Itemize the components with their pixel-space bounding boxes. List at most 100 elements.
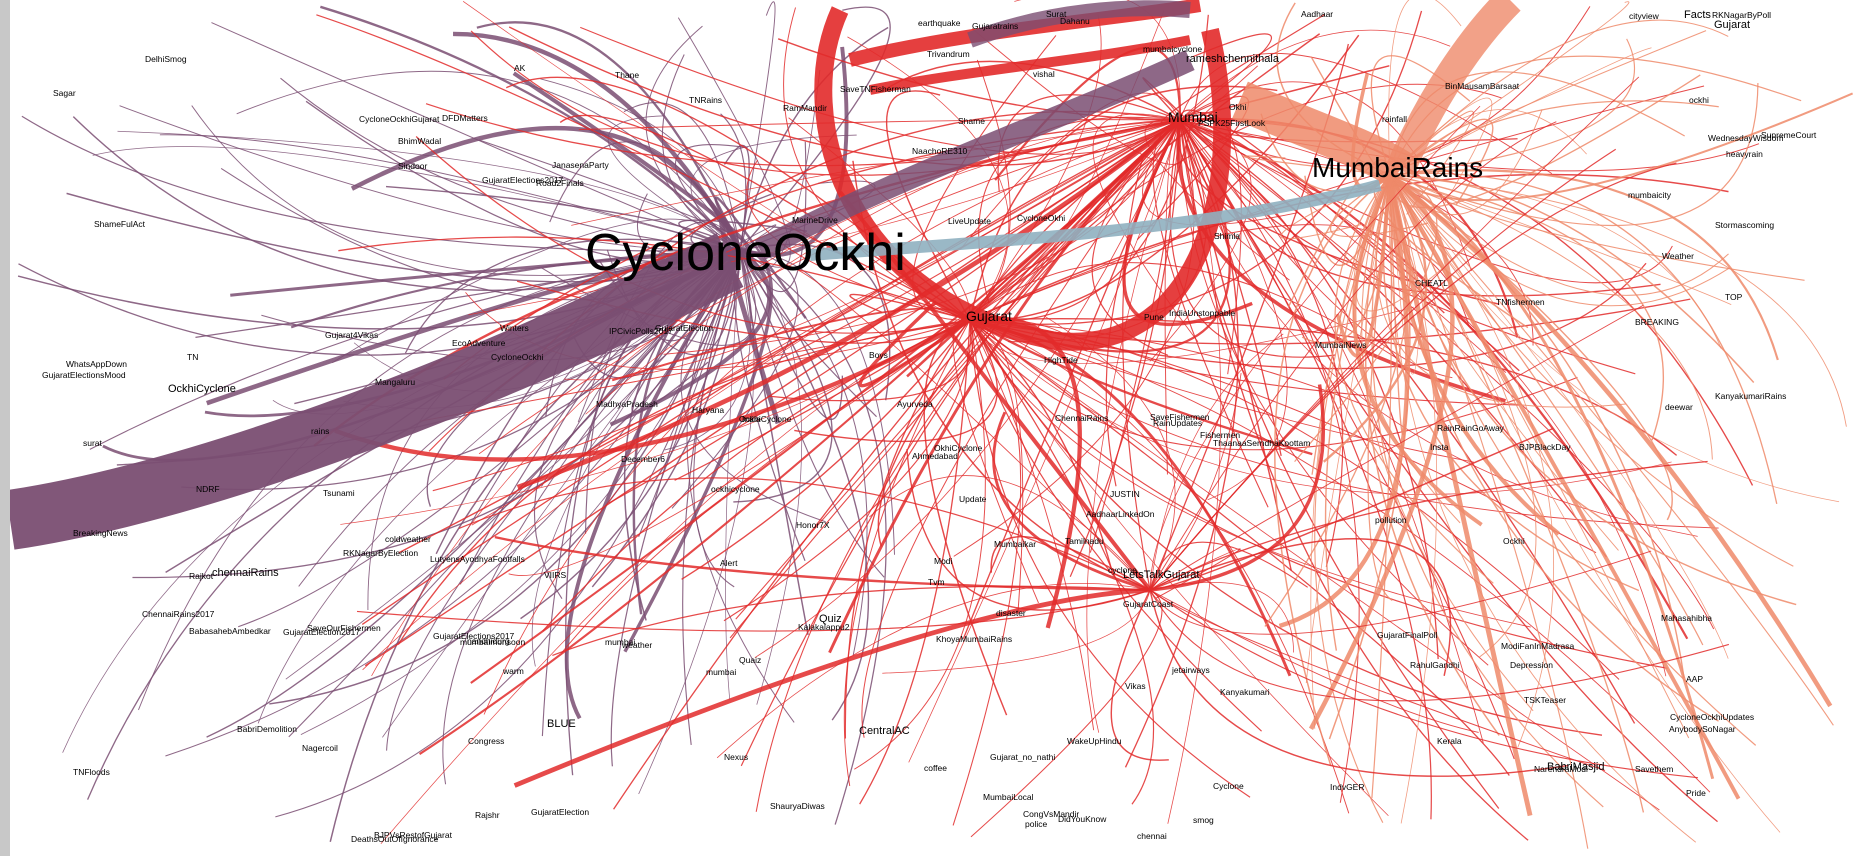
node-label[interactable]: HighTide	[1044, 355, 1078, 365]
node-label[interactable]: OckhiCyclone	[739, 414, 792, 424]
node-label[interactable]: GujaratElection2017	[283, 627, 360, 637]
node-label[interactable]: Congress	[468, 736, 504, 746]
node-label[interactable]: IPCivicPolls2017	[609, 326, 673, 336]
node-label[interactable]: BJPBlackDay	[1519, 442, 1571, 452]
node-label[interactable]: coldweather	[385, 534, 431, 544]
node-label[interactable]: vishal	[1033, 69, 1055, 79]
node-label[interactable]: RahulGandhi	[1410, 660, 1460, 670]
node-label[interactable]: BREAKING	[1635, 317, 1679, 327]
node-label[interactable]: DeathsOutOfIgnorance	[351, 834, 439, 844]
node-label[interactable]: TNRains	[689, 95, 722, 105]
node-label[interactable]: SaveTNFisherman	[840, 84, 911, 94]
node-label[interactable]: Pride	[1686, 788, 1706, 798]
node-label[interactable]: CycloneOckhi	[491, 352, 544, 362]
node-label[interactable]: Trivandrum	[927, 49, 970, 59]
node-label[interactable]: Tsunami	[323, 488, 355, 498]
node-label[interactable]: heavyrain	[1726, 149, 1763, 159]
node-label[interactable]: Tamilnadu	[1065, 536, 1104, 546]
node-label[interactable]: TNfishermen	[1496, 297, 1545, 307]
hub-label-gujarat[interactable]: Gujarat	[966, 308, 1012, 324]
node-label[interactable]: Ahmedabad	[912, 451, 958, 461]
node-label[interactable]: Shame	[958, 116, 985, 126]
node-label[interactable]: Gujaratrains	[972, 21, 1018, 31]
node-label[interactable]: Alert	[720, 558, 738, 568]
node-label[interactable]: JUSTIN	[1110, 489, 1140, 499]
node-label[interactable]: pollution	[1375, 515, 1407, 525]
node-label[interactable]: mumbai	[605, 637, 635, 647]
node-label[interactable]: Insta	[1430, 442, 1449, 452]
node-label[interactable]: PSPK25FirstLook	[1198, 118, 1266, 128]
node-label[interactable]: cityview	[1629, 11, 1660, 21]
node-label[interactable]: Quiz	[819, 613, 842, 625]
node-label[interactable]: AK	[514, 63, 526, 73]
node-label[interactable]: mumbaicity	[1628, 190, 1672, 200]
node-label[interactable]: GujaratElections2017	[482, 175, 564, 185]
node-label[interactable]: surat	[83, 438, 103, 448]
node-label[interactable]: GujaratElection	[655, 323, 713, 333]
node-label[interactable]: GujaratElections2017	[433, 631, 515, 641]
node-label[interactable]: CHEATL	[1415, 278, 1448, 288]
node-label[interactable]: MumbaiLocal	[983, 792, 1034, 802]
node-label[interactable]: SupremeCourt	[1761, 130, 1817, 140]
node-label[interactable]: Mahasahibha	[1661, 613, 1712, 623]
network-graph[interactable]: BabriMasjid RKNagarByPoll LutyensAyodhyaFo…	[10, 0, 1861, 856]
node-label[interactable]: GujaratFinalPoll	[1377, 630, 1438, 640]
node-label[interactable]: Stormascoming	[1715, 220, 1774, 230]
node-label[interactable]: WednesdayWisdom	[1708, 133, 1783, 143]
node-label[interactable]: police	[1025, 819, 1047, 829]
node-label[interactable]: earthquake	[918, 18, 961, 28]
node-label[interactable]: IndiaUnstoppable	[1169, 308, 1235, 318]
node-label[interactable]: Sindoor	[398, 161, 427, 171]
node-label[interactable]: Nagercoil	[302, 743, 338, 753]
node-label[interactable]: LiveUpdate	[948, 216, 991, 226]
node-label[interactable]: coffee	[924, 763, 947, 773]
node-label[interactable]: Dahanu	[1060, 16, 1090, 26]
node-label[interactable]: Boys	[869, 350, 888, 360]
node-label[interactable]: Ayurveda	[897, 399, 933, 409]
node-label[interactable]: Fishermen	[1200, 430, 1240, 440]
node-label[interactable]: WhatsAppDown	[66, 359, 127, 369]
node-label[interactable]: DFDMatters	[442, 113, 488, 123]
node-label[interactable]: Kanyakumari	[1220, 687, 1270, 697]
node-label[interactable]: Honor7X	[796, 520, 830, 530]
node-label[interactable]: RamMandir	[783, 103, 827, 113]
node-label[interactable]: India	[742, 414, 761, 424]
node-label[interactable]: mumbai	[706, 667, 736, 677]
node-label[interactable]: BhimWadal	[398, 136, 441, 146]
node-label[interactable]: ModiFanInMadrasa	[1501, 641, 1575, 651]
node-label[interactable]: JanasenaParty	[552, 160, 609, 170]
node-label[interactable]: Pune	[1144, 312, 1164, 322]
node-label[interactable]: Sagar	[53, 88, 76, 98]
node-label[interactable]: TSKTeaser	[1524, 695, 1566, 705]
node-label[interactable]: GujaratElectionsMood	[42, 370, 126, 380]
node-label[interactable]: weather	[621, 640, 652, 650]
node-label[interactable]: RKNagarByPoll	[1712, 10, 1771, 20]
node-label[interactable]: KanyakumariRains	[1715, 391, 1786, 401]
node-label[interactable]: Haryana	[692, 405, 724, 415]
node-label[interactable]: Facts	[1684, 9, 1711, 21]
node-label[interactable]: jetairways	[1171, 665, 1210, 675]
node-label[interactable]: CentralAC	[859, 725, 910, 737]
node-label[interactable]: rainfall	[1382, 114, 1407, 124]
node-label[interactable]: TOP	[1725, 292, 1743, 302]
node-label[interactable]: Gujarat	[1714, 19, 1750, 31]
node-label[interactable]: Winters	[500, 323, 529, 333]
node-label[interactable]: ockhicyclone	[711, 484, 760, 494]
node-label[interactable]: chennai	[1137, 831, 1167, 841]
node-label[interactable]: MarineDrive	[792, 215, 838, 225]
node-label[interactable]: Quaiz	[739, 655, 761, 665]
node-label[interactable]: MumbaiNews	[1315, 340, 1367, 350]
node-label[interactable]: MadhyaPradesh	[596, 399, 658, 409]
node-label[interactable]: GujaratElection	[531, 807, 589, 817]
node-label[interactable]: BabriMasjid	[1547, 761, 1604, 773]
node-label[interactable]: Rajshr	[475, 810, 500, 820]
node-label[interactable]: ChennaiRains2017	[142, 609, 215, 619]
node-label[interactable]: CycloneOkhi	[1017, 213, 1065, 223]
node-label[interactable]: Rajkot	[189, 571, 214, 581]
node-label[interactable]: CycloneOckhiUpdates	[1670, 712, 1754, 722]
node-label[interactable]: Gujarat_no_nathi	[990, 752, 1055, 762]
node-label[interactable]: Thane	[615, 70, 639, 80]
node-label[interactable]: BLUE	[547, 718, 576, 730]
node-label[interactable]: TNFloods	[73, 767, 110, 777]
node-label[interactable]: Ockhi	[1503, 536, 1525, 546]
